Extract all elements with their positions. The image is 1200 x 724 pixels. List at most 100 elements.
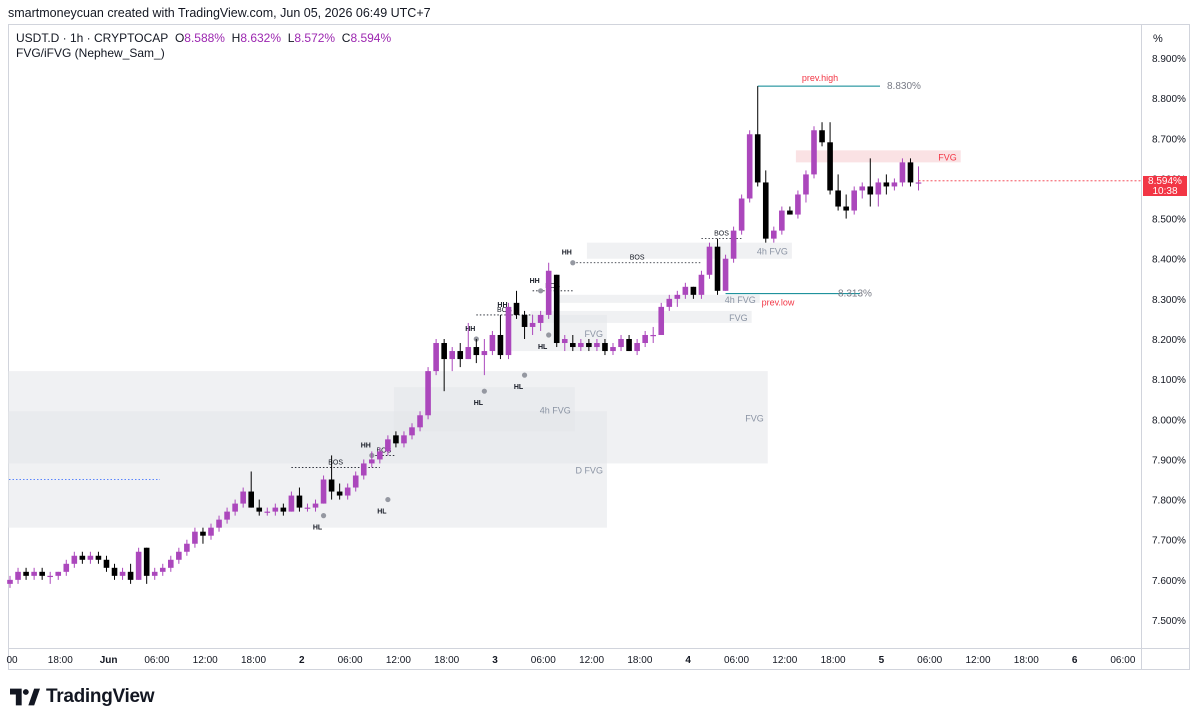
candle-body xyxy=(344,487,351,496)
hh-label: HH xyxy=(497,302,507,309)
candle-body xyxy=(497,334,504,356)
hl-label: HL xyxy=(313,525,323,532)
fvg-zone xyxy=(795,150,961,163)
hh-label: HH xyxy=(530,278,540,285)
candle-body xyxy=(746,134,753,199)
candle-body xyxy=(489,334,496,352)
candle-body xyxy=(859,186,866,191)
candle-body xyxy=(875,182,882,195)
candle-body xyxy=(545,270,552,315)
candle-body xyxy=(457,351,464,360)
candle-body xyxy=(521,314,528,327)
candle-body xyxy=(15,571,21,580)
indicator-label[interactable]: FVG/iFVG (Nephew_Sam_) xyxy=(16,46,165,60)
time-tick-label: 18:00 xyxy=(627,655,652,666)
candle-body xyxy=(602,343,608,352)
candle-body xyxy=(87,555,94,560)
tradingview-logo[interactable]: TradingView xyxy=(10,686,155,708)
swing-point xyxy=(481,388,487,394)
time-tick-label: 12:00 xyxy=(965,655,990,666)
time-tick-label: 2 xyxy=(299,655,305,666)
candle-body xyxy=(730,230,737,259)
hh-label: HH xyxy=(562,250,572,257)
symbol-legend[interactable]: USDT.D · 1h · CRYPTOCAP O8.588% H8.632% … xyxy=(16,31,391,46)
hl-label: HL xyxy=(474,400,484,407)
candle-body xyxy=(208,527,214,536)
candle-body xyxy=(272,507,279,512)
price-tick-label: 8.300% xyxy=(1152,295,1186,306)
candle-body xyxy=(658,306,665,335)
chart-frame xyxy=(8,24,1190,670)
price-axis[interactable]: 7.500% 7.600% 7.700% 7.800% 7.900% 8.000% 8.10… xyxy=(918,54,1187,627)
candle-body xyxy=(232,503,238,512)
candle-body xyxy=(851,190,857,211)
candle-body xyxy=(634,343,640,352)
candle-body xyxy=(819,130,825,143)
candle-body xyxy=(835,190,841,207)
price-tick-label: 7.800% xyxy=(1152,496,1186,507)
candle-body xyxy=(505,306,512,356)
candle-body xyxy=(401,435,407,444)
candle-body xyxy=(537,314,544,323)
time-axis[interactable]: 00 18:00 Jun 06:00 12:00 18:00 2 06:00 12:00 18:0… xyxy=(6,655,1135,666)
candle-body xyxy=(71,555,78,564)
price-tick-label: 8.500% xyxy=(1152,215,1186,226)
candle-body xyxy=(883,182,890,187)
hl-label: HL xyxy=(377,509,387,516)
candle-body xyxy=(119,571,126,576)
bos-label: BOS xyxy=(545,283,560,290)
prev-high-value: 8.830% xyxy=(887,81,921,92)
fvg-zone-label: FVG xyxy=(745,413,764,423)
time-tick-label: 18:00 xyxy=(434,655,459,666)
high-value: 8.632% xyxy=(240,31,282,45)
price-tick-label: 8.800% xyxy=(1152,94,1186,105)
candle-body xyxy=(529,322,536,327)
candle-body xyxy=(578,343,584,348)
candle-body xyxy=(143,547,150,576)
fvg-zone-label: 4h FVG xyxy=(540,405,571,415)
symbol-label[interactable]: USDT.D · 1h · CRYPTOCAP xyxy=(16,31,169,45)
time-tick-label: 06:00 xyxy=(917,655,942,666)
bos-label: BOS xyxy=(497,307,512,314)
candle-body xyxy=(626,339,632,352)
candle-body xyxy=(722,258,729,291)
candle-body xyxy=(690,286,697,295)
candle-body xyxy=(103,559,110,568)
candle-body xyxy=(827,142,833,191)
fvg-zone xyxy=(393,387,575,432)
candle-body xyxy=(320,479,327,504)
candle-body xyxy=(650,334,656,337)
candle-body xyxy=(425,371,431,416)
chart-header: smartmoneycuan created with TradingView.… xyxy=(8,6,431,20)
candle-body xyxy=(216,519,222,528)
time-tick-label: 06:00 xyxy=(1110,655,1135,666)
price-tick-label: 7.500% xyxy=(1152,616,1186,627)
swing-point xyxy=(521,372,528,378)
candle-body xyxy=(240,491,246,504)
candle-body xyxy=(328,479,335,492)
candle-body xyxy=(891,182,898,187)
time-tick-label: 18:00 xyxy=(821,655,846,666)
candle-body xyxy=(304,507,311,509)
time-tick-label: 12:00 xyxy=(772,655,797,666)
candle-body xyxy=(47,575,53,578)
time-tick-label: 4 xyxy=(685,655,691,666)
candle-body xyxy=(23,571,29,576)
candle-body xyxy=(7,579,13,584)
candle-body xyxy=(79,555,86,560)
time-tick-label: 18:00 xyxy=(1014,655,1039,666)
prev-high-label: prev.high xyxy=(802,73,838,83)
candle-body xyxy=(803,174,809,195)
candle-body xyxy=(55,571,62,576)
swing-point xyxy=(385,496,391,503)
last-price-badge: 8.594% 10:38 xyxy=(1143,176,1187,197)
bos-label: BOS xyxy=(630,255,645,262)
candle-body xyxy=(176,551,182,560)
brand-name: TradingView xyxy=(46,686,155,707)
candle-body xyxy=(666,298,673,307)
fvg-zone-label: D FVG xyxy=(575,465,603,475)
candle-body xyxy=(127,571,134,580)
candle-body xyxy=(907,162,914,183)
price-unit[interactable]: % xyxy=(1153,33,1163,45)
